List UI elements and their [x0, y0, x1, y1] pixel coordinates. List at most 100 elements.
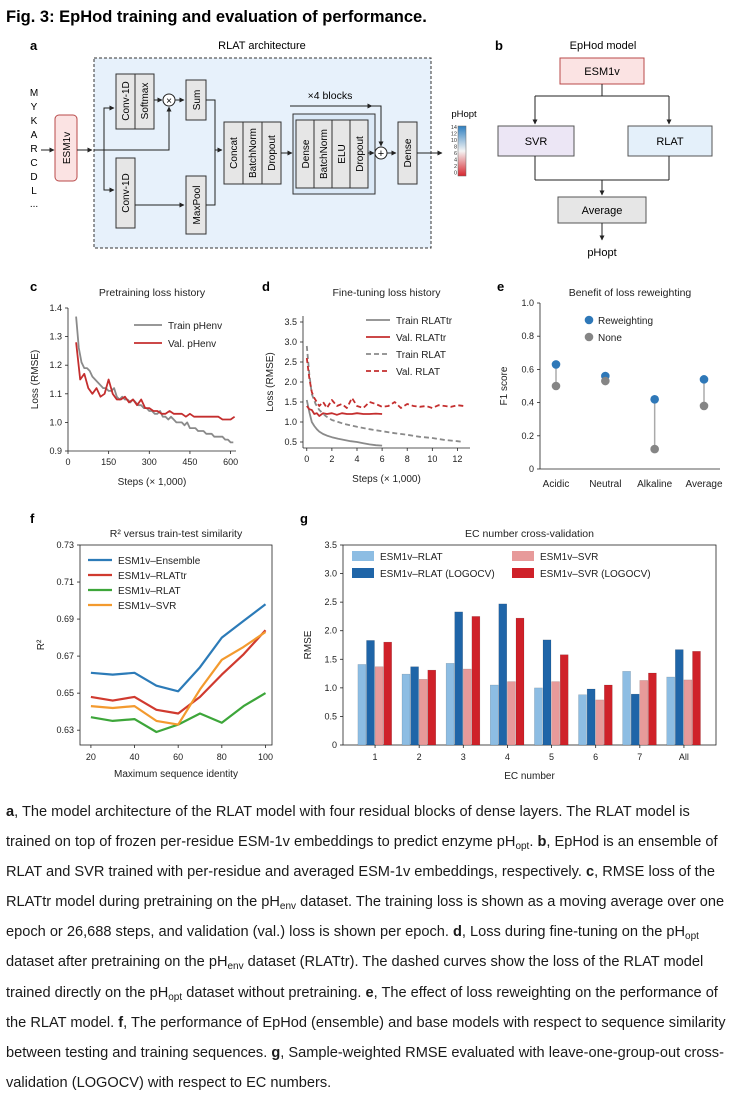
- seq-letter: A: [31, 130, 38, 141]
- multiply-symbol: ×: [166, 96, 172, 107]
- bar-esm1v-svr: [551, 681, 560, 746]
- y-tick-label: 0.69: [56, 614, 74, 624]
- caption-d-sub2: env: [227, 961, 244, 973]
- panel-a: a RLAT architecture M Y K A R C D L ... …: [30, 38, 477, 249]
- chart-title: Fine-tuning loss history: [333, 287, 442, 299]
- caption-f-text: , The performance of EpHod (ensemble) an…: [6, 1014, 726, 1061]
- panel-f-letter: f: [30, 511, 35, 526]
- x-tick-label: 3: [461, 752, 466, 762]
- chart-title: EC number cross-validation: [465, 528, 594, 540]
- ph-colorbar: [457, 125, 467, 177]
- bar-esm1v-rlat: [622, 671, 631, 746]
- x-category-label: Average: [685, 479, 723, 490]
- softmax-box: [134, 73, 155, 130]
- panel-a-title: RLAT architecture: [218, 40, 306, 52]
- caption-e-text: , The effect of loss reweighting on the …: [6, 984, 718, 1031]
- svg-text:4: 4: [454, 158, 457, 164]
- bar-esm1v-svr: [463, 668, 472, 746]
- seq-letter: D: [30, 172, 37, 183]
- caption-c-text2: dataset. The training loss is shown as a…: [6, 894, 725, 941]
- svg-text:8: 8: [454, 145, 457, 151]
- bar-esm1v-rlat: [401, 673, 411, 746]
- x-tick-label: 60: [173, 752, 183, 762]
- y-tick-label: 1.5: [284, 397, 297, 407]
- panel-g-letter: g: [300, 511, 308, 526]
- x-category-label: Acidic: [543, 479, 570, 490]
- caption-a-letter: a: [6, 804, 15, 820]
- bar-esm1v-svr-logocv-: [604, 684, 613, 746]
- caption-a-end: .: [529, 834, 538, 851]
- legend-swatch: [352, 551, 374, 561]
- x-tick-label: 4: [505, 752, 510, 762]
- x-tick-label: 150: [101, 457, 116, 467]
- bar-esm1v-svr: [374, 666, 384, 746]
- y-tick-label: 0.67: [56, 651, 74, 661]
- y-tick-label: 1.0: [324, 683, 337, 693]
- chart-title: R² versus train-test similarity: [110, 528, 243, 540]
- seq-letter: Y: [31, 102, 38, 113]
- point-none: [699, 401, 709, 411]
- legend-label: Train RLAT: [396, 350, 446, 361]
- y-tick-label: 2.5: [284, 357, 297, 367]
- bar-esm1v-rlat: [490, 684, 499, 746]
- svr-label: SVR: [525, 136, 548, 148]
- y-tick-label: 0.73: [56, 540, 74, 550]
- bar-esm1v-svr-logocv-: [560, 654, 569, 746]
- chart-title: Benefit of loss reweighting: [569, 287, 692, 299]
- bar-esm1v-rlat-logocv-: [366, 640, 375, 746]
- ph-colorbar-ticks: 14 12 10 8 6 4 2 0: [451, 125, 457, 177]
- y-tick-label: 0.4: [521, 398, 534, 408]
- caption-f-letter: f: [118, 1014, 124, 1031]
- bar-esm1v-svr-logocv-: [383, 641, 392, 746]
- legend-label: Val. pHenv: [168, 339, 216, 350]
- bar-esm1v-rlat-logocv-: [586, 688, 596, 746]
- point-none: [551, 381, 561, 391]
- x-tick-label: 80: [217, 752, 227, 762]
- caption-g-text: , Sample-weighted RMSE evaluated with le…: [6, 1044, 724, 1091]
- legend-label: Train pHenv: [168, 321, 222, 332]
- x-tick-label: 100: [258, 752, 273, 762]
- y-tick-label: 0.2: [521, 431, 534, 441]
- seq-letter: K: [31, 116, 38, 127]
- panel-b-title: EpHod model: [570, 40, 637, 52]
- legend-label: ESM1v–RLAT: [380, 552, 443, 563]
- seq-letter: ...: [30, 199, 38, 210]
- esm1v-box: [54, 114, 78, 182]
- panel-d-letter: d: [262, 279, 270, 294]
- y-tick-label: 1.2: [49, 360, 62, 370]
- x-axis-label: EC number: [504, 771, 555, 780]
- conv1d-box-2: [115, 157, 136, 229]
- chart-f: R² versus train-test similarity 20 40 60 80 1…: [36, 528, 273, 780]
- chart-d: Fine-tuning loss history 0 2 4 6 8 10 12 0.5 1.0 1…: [265, 287, 470, 485]
- panel-e-letter: e: [497, 279, 504, 294]
- series-line-val-phenv: [75, 342, 236, 421]
- x-category-label: Alkaline: [637, 479, 672, 490]
- x-tick-label: 2: [329, 454, 334, 464]
- svr-box: [497, 125, 575, 157]
- y-tick-label: 3.0: [324, 569, 337, 579]
- add-symbol: +: [378, 148, 384, 160]
- chart-c: Pretraining loss history 0 150 300 450 600 0.9…: [30, 287, 238, 488]
- chart-e: Benefit of loss reweighting 0 0.2 0.4 0.6 0.8…: [499, 287, 723, 490]
- batchnorm-label-1: BatchNorm: [248, 128, 259, 178]
- x-tick-label: 300: [142, 457, 157, 467]
- y-axis-label: R²: [36, 639, 47, 650]
- x-tick-label: 600: [223, 457, 238, 467]
- x-tick-label: 1: [373, 752, 378, 762]
- caption-d-text4: dataset without pretraining.: [182, 984, 366, 1001]
- sum-label: Sum: [192, 90, 203, 111]
- y-tick-label: 0.8: [521, 331, 534, 341]
- y-tick-label: 1.0: [49, 417, 62, 427]
- seq-letter: C: [30, 158, 37, 169]
- panel-c-letter: c: [30, 279, 37, 294]
- point-none: [601, 376, 610, 386]
- legend-label: None: [598, 333, 622, 344]
- figure-caption: a, The model architecture of the RLAT mo…: [6, 797, 728, 1098]
- legend-swatch: [352, 568, 374, 578]
- x-tick-label: 450: [182, 457, 197, 467]
- figure-canvas: Fig. 3: EpHod training and evaluation of…: [6, 8, 723, 780]
- average-box: [557, 196, 647, 224]
- ephod-esm1v-label: ESM1v: [584, 66, 620, 78]
- caption-c-letter: c: [586, 864, 595, 881]
- caption-b-letter: b: [537, 834, 547, 851]
